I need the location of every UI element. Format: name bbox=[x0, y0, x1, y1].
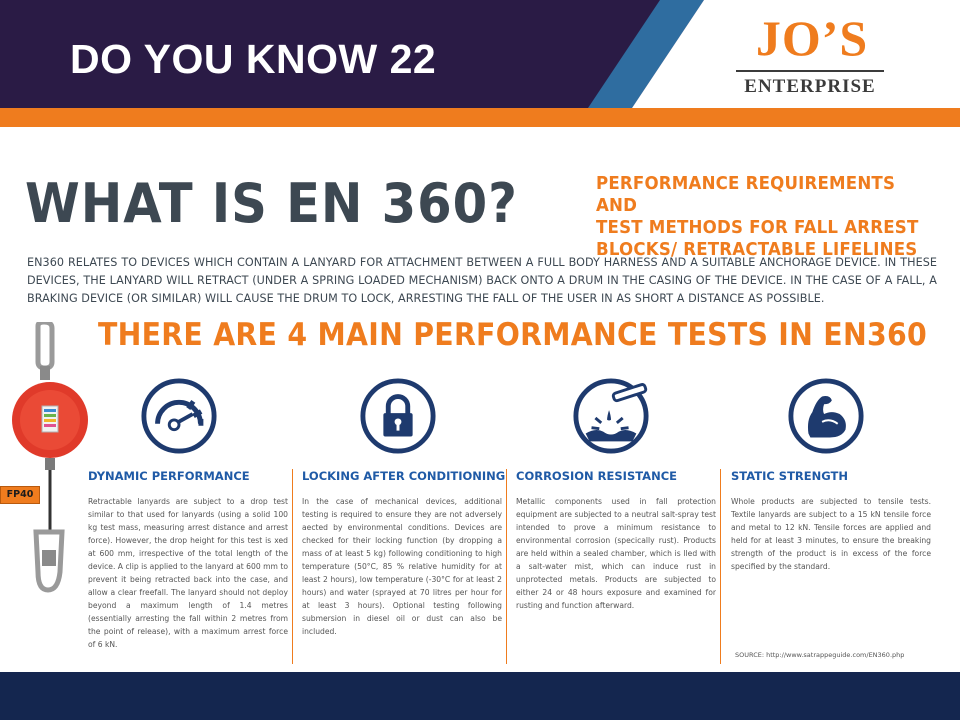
test-title: STATIC STRENGTH bbox=[731, 469, 848, 483]
company-logo: JO’S ENTERPRISE bbox=[732, 10, 892, 100]
product-model-badge: FP40 bbox=[0, 486, 40, 504]
subtitle-line: PERFORMANCE REQUIREMENTS AND bbox=[596, 174, 896, 216]
test-corrosion-resistance: CORROSION RESISTANCE Metallic components… bbox=[516, 469, 716, 612]
column-divider bbox=[292, 469, 293, 664]
test-title: LOCKING AFTER CONDITIONING bbox=[302, 469, 506, 483]
subtitle-line: BLOCKS/ RETRACTABLE LIFELINES bbox=[596, 240, 918, 260]
test-title: DYNAMIC PERFORMANCE bbox=[88, 469, 250, 483]
test-description: Metallic components used in fall protect… bbox=[516, 497, 716, 610]
test-description: In the case of mechanical devices, addit… bbox=[302, 497, 502, 636]
logo-divider bbox=[736, 70, 884, 72]
tests-heading: THERE ARE 4 MAIN PERFORMANCE TESTS IN EN… bbox=[98, 317, 927, 353]
test-static-strength: STATIC STRENGTH Whole products are subje… bbox=[731, 469, 931, 573]
subtitle-line: TEST METHODS FOR FALL ARREST bbox=[596, 218, 919, 238]
test-description: Whole products are subjected to tensile … bbox=[731, 497, 931, 571]
retractable-lifeline-image bbox=[12, 322, 88, 593]
header-accent-bar bbox=[0, 108, 960, 127]
test-dynamic-performance: DYNAMIC PERFORMANCE Retractable lanyards… bbox=[88, 469, 288, 651]
padlock-icon bbox=[360, 378, 436, 454]
test-description: Retractable lanyards are subject to a dr… bbox=[88, 497, 288, 649]
logo-wordmark: JO’S bbox=[755, 10, 869, 66]
column-divider bbox=[720, 469, 721, 664]
slide-title: DO YOU KNOW 22 bbox=[70, 36, 437, 82]
test-locking-after-conditioning: LOCKING AFTER CONDITIONING In the case o… bbox=[302, 469, 506, 638]
slide-footer bbox=[0, 672, 960, 720]
infographic-title: WHAT IS EN 360? bbox=[25, 172, 518, 235]
corrosion-icon bbox=[573, 378, 649, 454]
logo-subtitle: ENTERPRISE bbox=[744, 76, 876, 97]
infographic-subtitle: PERFORMANCE REQUIREMENTS AND TEST METHOD… bbox=[596, 173, 919, 261]
test-title: CORROSION RESISTANCE bbox=[516, 469, 677, 483]
infographic: WHAT IS EN 360? PERFORMANCE REQUIREMENTS… bbox=[0, 127, 960, 672]
speedometer-icon bbox=[141, 378, 217, 454]
flexed-arm-icon bbox=[788, 378, 864, 454]
intro-paragraph: EN360 RELATES TO DEVICES WHICH CONTAIN A… bbox=[27, 256, 937, 305]
slide-header: DO YOU KNOW 22 JO’S ENTERPRISE bbox=[0, 0, 960, 108]
column-divider bbox=[506, 469, 507, 664]
source-citation: SOURCE: http://www.satrappeguide.com/EN3… bbox=[735, 651, 905, 659]
